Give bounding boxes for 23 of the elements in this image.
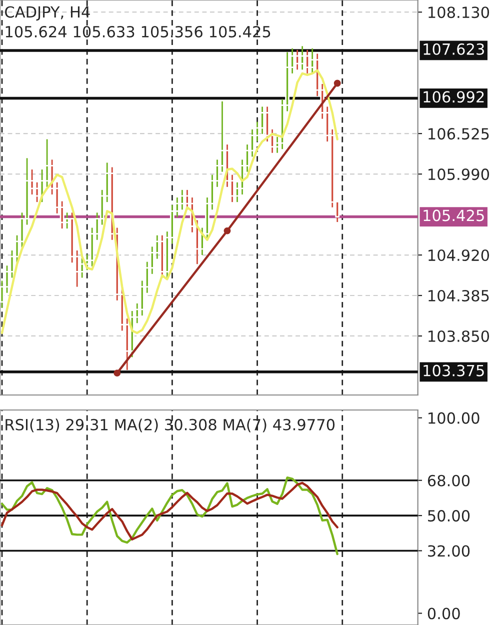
y-tick-label: 32.00 <box>428 545 470 557</box>
point <box>224 227 231 234</box>
y-tick-label: 105.990 <box>428 168 490 180</box>
y-tick-label: 104.385 <box>428 290 489 302</box>
line-series <box>0 482 338 540</box>
ref-line-label: 106.992 <box>424 91 484 103</box>
y-tick-label: 0.00 <box>428 608 460 620</box>
y-tick-label: 103.850 <box>428 330 490 342</box>
point <box>114 370 121 377</box>
line-series <box>0 69 338 334</box>
line-series <box>0 476 338 556</box>
ref-line-label: 103.375 <box>424 364 484 376</box>
y-tick-label: 68.00 <box>428 474 470 486</box>
y-tick-label: 50.00 <box>428 510 470 522</box>
y-tick-label: 106.525 <box>428 128 489 140</box>
y-tick-label: 100.00 <box>428 412 480 424</box>
ref-line-label: 107.623 <box>424 43 484 55</box>
y-tick-label: 108.130 <box>428 6 490 18</box>
ref-line-label: 105.425 <box>424 210 484 222</box>
point <box>334 80 341 87</box>
annotation: RSI(13) 29.31 MA(2) 30.308 MA(7) 43.9770 <box>6 418 335 432</box>
y-tick-label: 104.920 <box>428 249 490 262</box>
text: 105.624 105.633 105.356 105.425 <box>6 26 270 38</box>
